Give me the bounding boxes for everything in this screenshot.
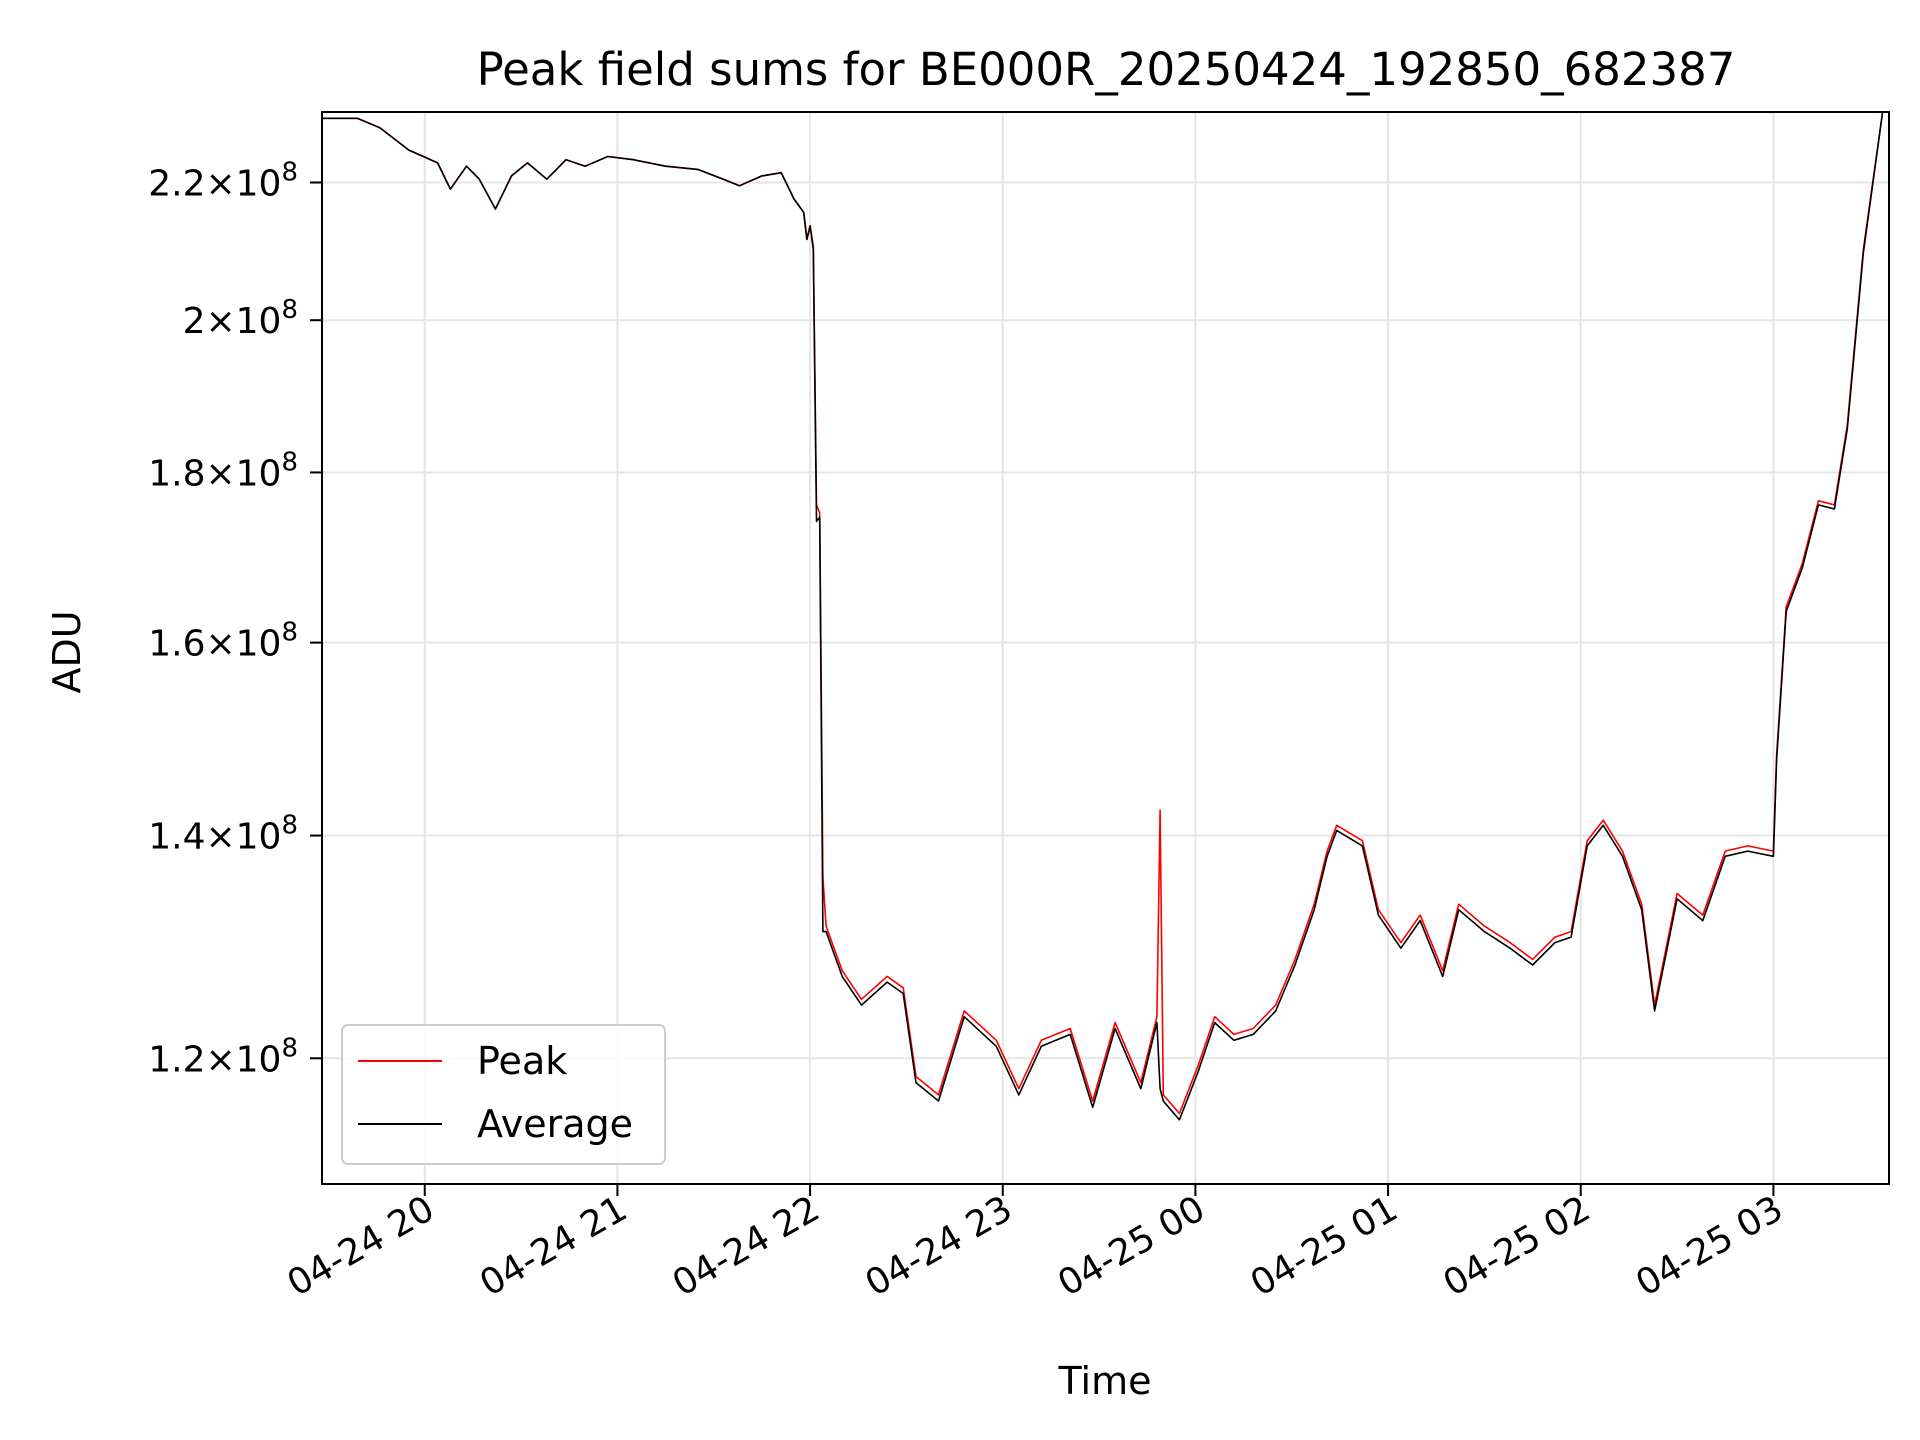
y-axis-label: ADU [45,610,89,693]
series-line-average [322,112,1884,1121]
axes-frame [321,111,1890,1185]
legend-label-peak: Peak [477,1039,567,1083]
legend-label-average: Average [477,1102,633,1146]
y-tick-label: 1.2×108 [148,1033,298,1080]
x-axis-label: Time [1058,1359,1152,1403]
legend: Peak Average [341,1024,666,1165]
chart-title: Peak field sums for BE000R_20250424_1928… [477,43,1736,96]
y-tick-label: 1.4×108 [148,811,298,858]
y-tick-label: 2.2×108 [148,157,298,204]
y-tick-label: 1.6×108 [148,618,298,665]
y-tick-label: 1.8×108 [148,447,298,494]
y-tick-label: 2×108 [183,295,298,342]
legend-box [341,1024,666,1165]
series-layer [322,112,1884,1121]
y-axis: 1.2×108 1.4×108 1.6×108 1.8×108 2×108 2.2×108 [148,157,322,1080]
